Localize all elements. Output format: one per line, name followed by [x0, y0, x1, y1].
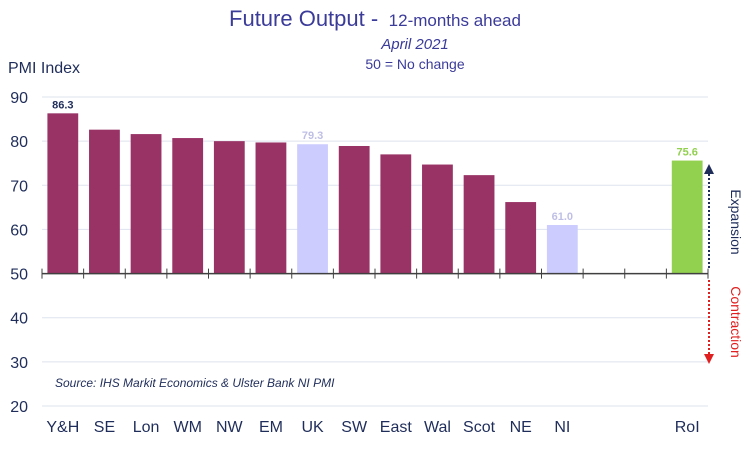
bar [255, 142, 287, 274]
baseline-axis [41, 268, 709, 279]
bar [47, 113, 79, 274]
bar [130, 134, 162, 274]
source-note: Source: IHS Markit Economics & Ulster Ba… [55, 376, 335, 390]
data-label: 75.6 [676, 147, 697, 159]
y-tick-label: 40 [10, 311, 28, 328]
data-labels: 86.3 79.3 61.0 75.6 [52, 99, 698, 223]
data-label: 79.3 [302, 130, 323, 142]
bar [380, 154, 412, 274]
bar [463, 175, 495, 274]
bar [338, 145, 370, 274]
y-tick-labels: 90 80 70 60 50 40 30 20 [10, 90, 28, 416]
x-tick-label: NW [216, 419, 244, 436]
contraction-arrow [704, 280, 714, 364]
y-tick-label: 60 [10, 222, 28, 239]
y-tick-label: 20 [10, 399, 28, 416]
y-tick-label: 50 [10, 267, 28, 284]
bar [505, 202, 537, 274]
data-label: 86.3 [52, 99, 73, 111]
x-tick-labels: Y&H SE Lon WM NW EM UK SW East Wal Scot NE NI RoI [46, 419, 699, 436]
y-tick-label: 70 [10, 178, 28, 195]
data-label: 61.0 [552, 211, 573, 223]
x-tick-label: EM [259, 419, 283, 436]
bar [671, 160, 703, 274]
x-tick-label: NE [510, 419, 532, 436]
bar [172, 138, 204, 274]
chart-subtitle: April 2021 [380, 36, 449, 53]
chart-title: Future Output - 12-months ahead [229, 6, 521, 31]
x-tick-label: Y&H [46, 419, 79, 436]
expansion-label: Expansion [728, 189, 744, 254]
bar [213, 141, 245, 274]
x-tick-label: SW [341, 419, 368, 436]
x-tick-label: RoI [675, 419, 700, 436]
bar [422, 164, 453, 274]
expansion-arrow [704, 164, 714, 268]
bar [546, 225, 578, 274]
y-tick-label: 80 [10, 134, 28, 151]
x-tick-label: SE [94, 419, 115, 436]
x-tick-label: East [380, 419, 413, 436]
x-tick-label: Scot [463, 419, 496, 436]
y-axis-label: PMI Index [8, 60, 80, 77]
contraction-label: Contraction [728, 286, 744, 358]
chart-subtitle-note: 50 = No change [365, 56, 464, 72]
y-tick-label: 90 [10, 90, 28, 107]
bars [47, 113, 703, 274]
bar [89, 129, 120, 274]
bar [297, 144, 328, 274]
y-tick-label: 30 [10, 355, 28, 372]
x-tick-label: Lon [133, 419, 160, 436]
x-tick-label: WM [173, 419, 201, 436]
x-tick-label: UK [301, 419, 324, 436]
x-tick-label: Wal [424, 419, 451, 436]
x-tick-label: NI [554, 419, 570, 436]
